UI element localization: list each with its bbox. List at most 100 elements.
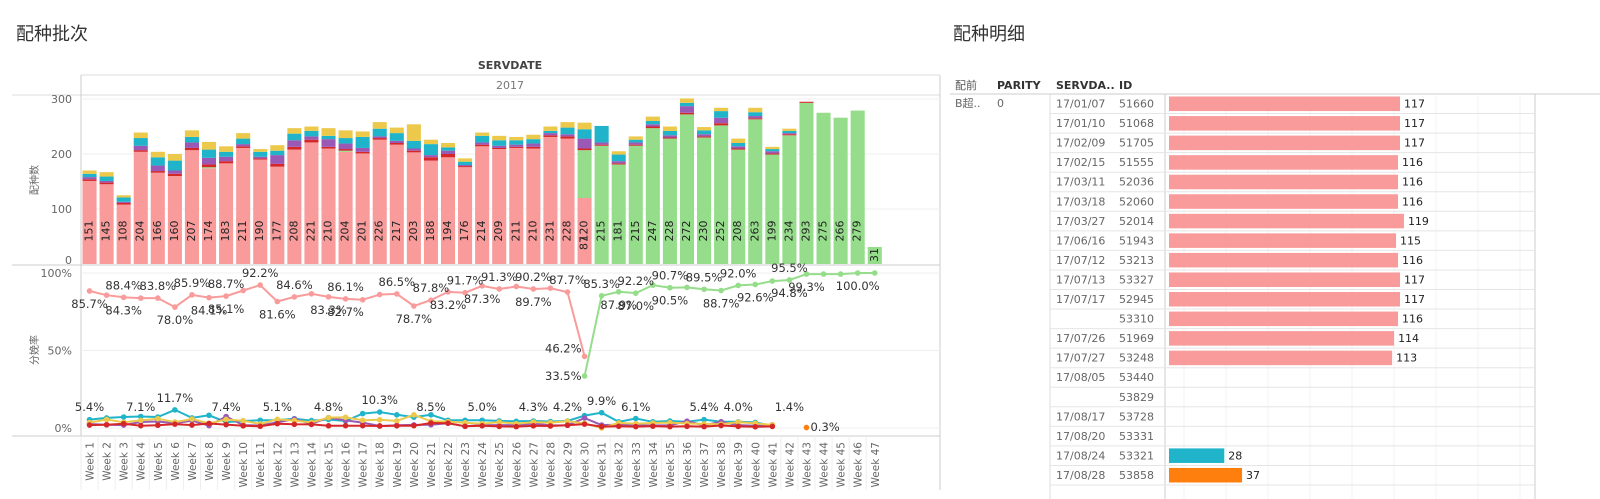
bar-segment-teal: [389, 133, 404, 141]
bar-segment-purple: [509, 144, 524, 147]
bar-segment-yellow: [611, 151, 626, 155]
line-point-0: [291, 294, 298, 300]
x-tick-label: Week 29: [562, 442, 574, 487]
detail-row-value: 113: [1396, 352, 1417, 365]
bar-segment-red: [577, 148, 592, 151]
bar-segment-green: [765, 154, 780, 264]
bar-segment-teal: [372, 128, 387, 137]
bar-value-label: 120: [578, 221, 591, 242]
bar-value-label: 166: [151, 221, 164, 242]
line-point-0: [564, 289, 571, 295]
line-value-label: 83.8%: [140, 279, 177, 293]
line-point-0: [462, 289, 468, 296]
x-tick-label: Week 35: [665, 442, 677, 487]
bar-value-label: 215: [629, 221, 642, 242]
line-point-0: [411, 303, 417, 309]
x-tick-label: Week 39: [733, 442, 745, 487]
bar-segment-yellow: [82, 170, 97, 174]
bar-segment-purple: [611, 161, 626, 164]
bar-segment-red: [492, 147, 507, 150]
detail-row-bar: [1169, 233, 1397, 248]
bar-segment-red: [406, 150, 421, 153]
line-value-label: 10.3%: [361, 393, 398, 407]
bar-y-axis-label: 配种数: [28, 165, 41, 195]
line-point-1: [632, 290, 639, 296]
line-point-2: [120, 414, 127, 420]
line-point-4: [240, 417, 246, 424]
detail-row-date: 17/03/11: [1056, 176, 1105, 189]
bar-segment-pink: [389, 144, 404, 264]
x-tick-label: Week 45: [836, 442, 848, 487]
bar-value-label: 214: [475, 221, 488, 242]
line-value-label: 87.3%: [464, 292, 501, 306]
bar-segment-yellow: [560, 122, 575, 128]
bar-segment-pink: [458, 167, 473, 264]
bar-segment-purple: [167, 170, 182, 174]
bar-segment-red: [594, 144, 609, 146]
detail-row-date: 17/08/28: [1056, 469, 1105, 482]
bar-segment-purple: [287, 140, 302, 147]
bar-segment-purple: [492, 145, 507, 148]
detail-row-bar: [1169, 331, 1395, 346]
line-value-label: 83.2%: [430, 298, 467, 312]
line-value-label: 92.0%: [720, 266, 757, 280]
line-point-4: [564, 418, 571, 424]
bar-segment-teal: [338, 138, 353, 144]
line-value-label: 8.5%: [416, 400, 445, 414]
bar-segment-pink: [423, 160, 438, 264]
detail-row-id: 51555: [1119, 156, 1154, 169]
bar-segment-purple: [526, 143, 541, 147]
bar-segment-yellow: [167, 154, 182, 161]
bar-value-label: 145: [100, 221, 113, 242]
bar-segment-teal: [406, 140, 421, 149]
bar-segment-teal: [594, 125, 609, 143]
bar-segment-yellow: [679, 98, 695, 103]
line-value-label: 87.8%: [413, 281, 450, 295]
detail-row-id: 53248: [1119, 352, 1154, 365]
bar-segment-green: [850, 110, 865, 264]
bar-segment-red: [167, 173, 182, 176]
bar-segment-teal: [423, 144, 438, 156]
line-value-label: 5.4%: [689, 400, 718, 414]
detail-row-bar: [1169, 467, 1243, 483]
line-point-2: [172, 407, 178, 413]
line-value-label: 95.5%: [771, 261, 808, 275]
bar-segment-green: [714, 125, 729, 265]
line-point-4: [667, 419, 673, 426]
line-point-1: [718, 287, 724, 294]
detail-row-value: 117: [1404, 98, 1425, 111]
line-value-label: 86.1%: [327, 280, 364, 294]
bar-segment-red: [389, 143, 404, 145]
x-tick-label: Week 17: [358, 442, 370, 487]
line-point-5: [530, 423, 537, 429]
bar-segment-yellow: [543, 126, 558, 131]
line-point-5: [615, 423, 622, 430]
detail-row-id: 52945: [1119, 293, 1154, 306]
x-tick-label: Week 19: [392, 442, 404, 487]
line-value-label: 87.7%: [549, 273, 586, 287]
line-point-5: [393, 423, 400, 429]
bar-segment-teal: [219, 151, 234, 157]
x-tick-label: Week 13: [289, 442, 301, 487]
bar-segment-green: [201, 167, 217, 169]
bar-value-label: 176: [458, 221, 471, 242]
line-point-1: [786, 277, 793, 283]
detail-row-value: 116: [1402, 195, 1423, 208]
bar-segment-purple: [253, 156, 268, 159]
detail-row-date: 17/08/05: [1056, 371, 1105, 384]
bar-segment-pink: [440, 157, 456, 264]
left-panel-title: 配种批次: [16, 24, 88, 45]
bar-segment-teal: [782, 130, 797, 134]
bar-value-label: 293: [799, 221, 812, 242]
bar-segment-red: [372, 138, 387, 140]
line-point-0: [445, 289, 451, 295]
line-point-0: [240, 287, 246, 294]
bar-segment-red: [628, 144, 643, 146]
bar-value-label: 203: [407, 221, 420, 242]
line-point-0: [137, 295, 144, 301]
detail-row-value: 117: [1404, 273, 1425, 286]
bar-segment-green: [833, 117, 848, 264]
bar-y-tick: 0: [65, 254, 72, 267]
line-point-0: [359, 297, 366, 303]
x-tick-label: Week 30: [580, 442, 592, 487]
